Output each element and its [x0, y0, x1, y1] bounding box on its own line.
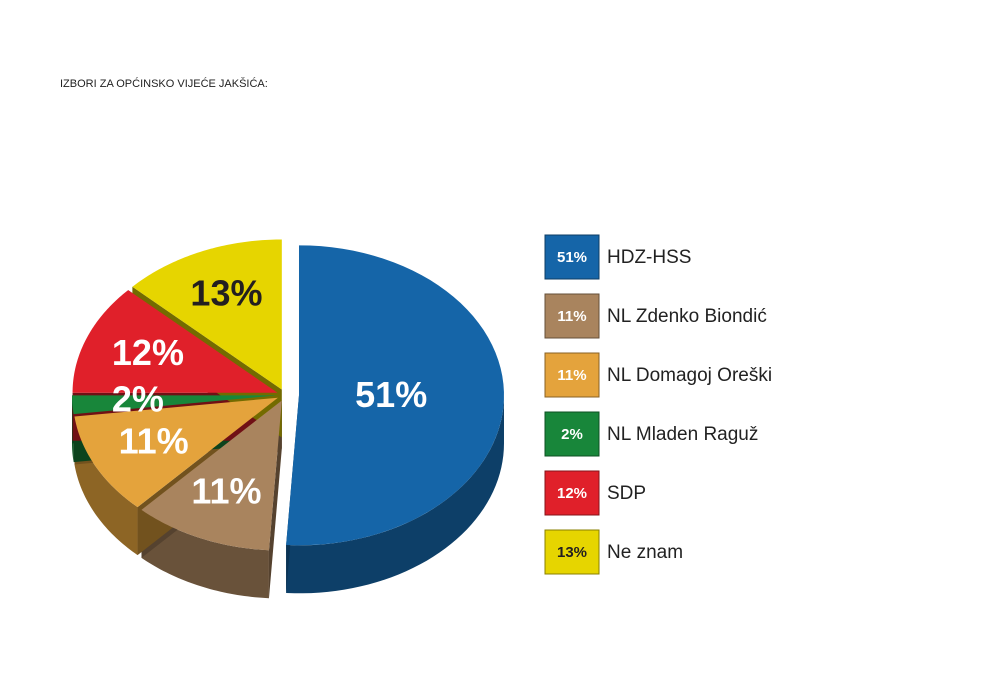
- slice-label: 51%: [355, 374, 427, 415]
- legend-label: NL Domagoj Oreški: [607, 365, 772, 386]
- legend-swatch: [544, 234, 600, 280]
- slice-label: 11%: [191, 471, 261, 512]
- slice-label: 11%: [119, 421, 189, 462]
- legend-label: HDZ-HSS: [607, 247, 691, 268]
- pie-slice-side: [286, 395, 504, 594]
- slice-label: 13%: [190, 272, 262, 313]
- pie-tops: [72, 239, 504, 551]
- legend-value: 51%: [557, 249, 587, 266]
- pie-labels: 51%11%11%2%12%13%: [112, 272, 427, 511]
- pie-slice: [132, 239, 282, 390]
- pie-slice: [72, 395, 278, 415]
- legend-swatch: [544, 293, 600, 339]
- pie-slice: [74, 397, 278, 508]
- legend-label: Ne znam: [607, 542, 683, 563]
- legend-value: 11%: [557, 367, 586, 384]
- pie-slice: [72, 290, 278, 393]
- slice-label: 12%: [112, 332, 184, 373]
- legend-label: NL Zdenko Biondić: [607, 306, 767, 327]
- chart-title: IZBORI ZA OPĆINSKO VIJEĆE JAKŠIĆA:: [60, 77, 268, 90]
- legend-value: 13%: [557, 544, 587, 561]
- legend-swatch: [544, 470, 600, 516]
- pie-slice: [286, 245, 504, 546]
- pie-slice: [141, 400, 282, 551]
- legend-label: NL Mladen Raguž: [607, 424, 758, 445]
- legend-value: 11%: [557, 308, 586, 325]
- slice-label: 2%: [112, 378, 164, 419]
- legend-label: SDP: [607, 483, 646, 504]
- pie-slice-side: [74, 416, 138, 556]
- legend-value: 12%: [557, 485, 587, 502]
- legend-value: 2%: [561, 426, 583, 443]
- legend-swatch: [544, 352, 600, 398]
- legend-swatch: [544, 411, 600, 457]
- legend-swatch: [544, 529, 600, 575]
